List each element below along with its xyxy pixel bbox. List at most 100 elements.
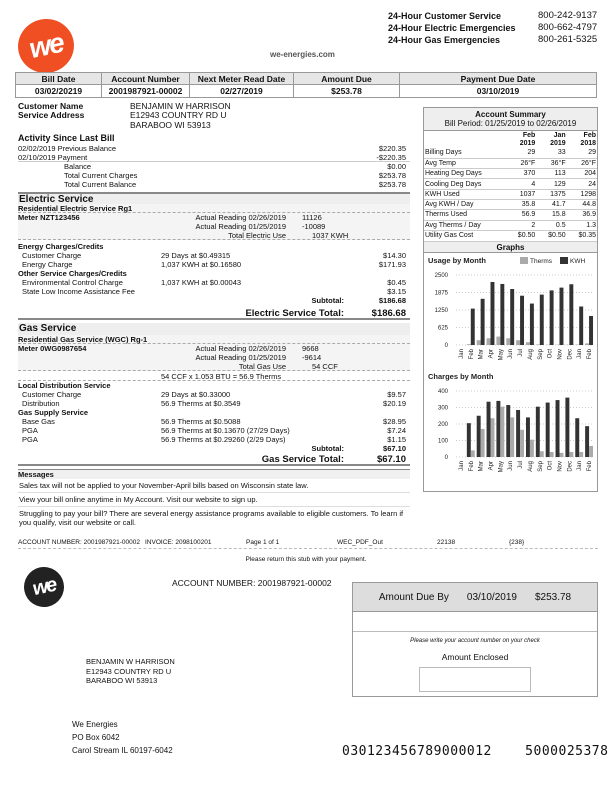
amount-enclosed-field[interactable] <box>419 667 531 692</box>
activity-label: 02/10/2019 Payment <box>18 153 88 162</box>
bar <box>486 337 491 345</box>
account-number: 2001987921-00002 <box>102 85 190 97</box>
electric-total: $186.68 <box>371 308 406 319</box>
bar <box>579 306 584 345</box>
bar <box>510 417 515 457</box>
contact-phone: 800-242-9137 <box>538 10 598 21</box>
activity-label: Total Current Balance <box>64 180 137 189</box>
activity-amount: -$220.35 <box>376 153 406 162</box>
reading-value: -10089 <box>302 222 326 231</box>
x-tick-label: Jul <box>518 461 524 469</box>
summary-value: 113 <box>536 168 567 179</box>
bar <box>539 450 544 457</box>
bar <box>500 283 505 345</box>
we-energies-logo: we <box>20 563 68 611</box>
summary-value: 370 <box>506 168 537 179</box>
bill-info-table: Bill Date Account Number Next Meter Read… <box>15 72 597 98</box>
bar <box>480 298 485 345</box>
legend-swatch <box>520 256 528 264</box>
return-note: Please return this stub with your paymen… <box>245 556 367 563</box>
charges-by-month-chart: Charges by Month 0 100 200 300 400 Jan Feb Mar Ap… <box>428 372 594 472</box>
summary-value: 1037 <box>506 188 537 200</box>
bar <box>589 315 594 345</box>
contact-phone: 800-662-4797 <box>538 22 598 33</box>
message: Struggling to pay your bill? There are s… <box>19 509 404 527</box>
summary-value: 36.9 <box>566 209 597 221</box>
charge-amount: $7.24 <box>387 426 406 435</box>
x-tick-label: Feb <box>469 348 475 359</box>
x-tick-label: Jan <box>577 461 583 471</box>
summary-value: 29 <box>527 149 536 157</box>
charge-detail: 1,037 KWH at $0.00043 <box>161 278 242 287</box>
bill-header: Account Number <box>102 73 190 85</box>
footer-code: 22138 <box>437 539 456 546</box>
website-link[interactable]: we-energies.com <box>270 50 335 59</box>
summary-row: KWH Used 1037 1375 1298 <box>424 188 597 200</box>
x-tick-label: Feb <box>587 348 593 359</box>
bar <box>535 406 540 457</box>
summary-label: Avg Temp <box>424 157 506 169</box>
scanline: 030123456789000012 5000025378 <box>342 744 609 759</box>
payment-box: Amount Due By 03/10/2019 $253.78 Please wr… <box>352 582 598 697</box>
charge-label: Base Gas <box>22 417 55 426</box>
account-summary: Account Summary Bill Period: 01/25/2019 t… <box>423 107 598 492</box>
bar <box>589 445 594 457</box>
summary-value: 35.8 <box>506 198 537 210</box>
summary-value: $0.50 <box>536 229 567 241</box>
footer-account: ACCOUNT NUMBER: 2001987921-00002 <box>18 539 140 546</box>
bar <box>549 451 554 457</box>
bar <box>466 422 471 457</box>
x-tick-label: Sep <box>538 348 544 359</box>
bar <box>569 451 574 457</box>
reading-value: 54 CCF <box>312 362 338 371</box>
x-tick-label: Oct <box>548 460 554 470</box>
amount-enclosed-label: Amount Enclosed <box>441 652 509 662</box>
x-tick-label: May <box>498 461 504 472</box>
gas-service-heading: Gas Service <box>18 323 410 335</box>
charge-detail: 56.9 Therms at $0.3549 <box>161 399 241 408</box>
x-tick-label: Nov <box>558 461 564 472</box>
y-tick-label: 2500 <box>435 273 449 279</box>
bill-header: Bill Date <box>16 73 102 85</box>
y-tick-label: 100 <box>438 438 449 444</box>
bar <box>529 303 534 345</box>
electric-total-label: Electric Service Total: <box>245 308 344 319</box>
summary-value: 44.8 <box>566 198 597 210</box>
legend-label: Therms <box>530 258 553 265</box>
summary-label: Avg KWH / Day <box>424 198 506 210</box>
summary-row: Cooling Deg Days 4 129 24 <box>424 178 597 190</box>
electric-rate: Residential Electric Service Rg1 <box>18 204 410 213</box>
bar <box>486 401 491 457</box>
bar <box>535 344 540 345</box>
summary-value: 1.3 <box>566 219 597 231</box>
summary-value: 204 <box>566 168 597 179</box>
charge-group: Local Distribution Service <box>18 381 111 390</box>
remit-address: We Energies PO Box 6042 Carol Stream IL … <box>72 718 173 757</box>
charge-amount: $20.19 <box>383 399 406 408</box>
bar <box>466 343 471 345</box>
bar <box>525 417 530 457</box>
charge-group: Gas Supply Service <box>18 408 89 417</box>
x-tick-label: Jun <box>508 349 514 359</box>
address-line: E12943 COUNTRY RD U <box>86 666 172 676</box>
charge-label: Customer Charge <box>22 390 82 399</box>
summary-table: Feb 2019 Jan 2019 Feb 2018 Billing Days 29 33… <box>424 131 597 241</box>
x-tick-label: Jun <box>508 461 514 471</box>
x-tick-label: Jan <box>577 349 583 359</box>
x-tick-label: May <box>498 349 504 360</box>
reading-value: -9614 <box>302 353 322 362</box>
address-line: PO Box 6042 <box>72 733 120 742</box>
footer-page: Page 1 of 1 <box>246 539 280 546</box>
gas-total: $67.10 <box>376 454 406 465</box>
amount-due: $253.78 <box>294 85 400 97</box>
bill-header: Next Meter Read Date <box>190 73 294 85</box>
charge-detail: 56.9 Therms at $0.29260 (2/29 Days) <box>161 435 286 444</box>
legend-swatch <box>560 256 568 264</box>
graphs-heading: Graphs <box>424 240 597 253</box>
charge-amount: $14.30 <box>383 251 406 260</box>
y-tick-label: 1250 <box>435 308 449 314</box>
activity-amount: $253.78 <box>378 180 406 189</box>
x-tick-label: Jan <box>459 461 465 471</box>
x-tick-label: Aug <box>528 349 534 360</box>
messages: Messages Sales tax will not be applied t… <box>18 469 410 529</box>
